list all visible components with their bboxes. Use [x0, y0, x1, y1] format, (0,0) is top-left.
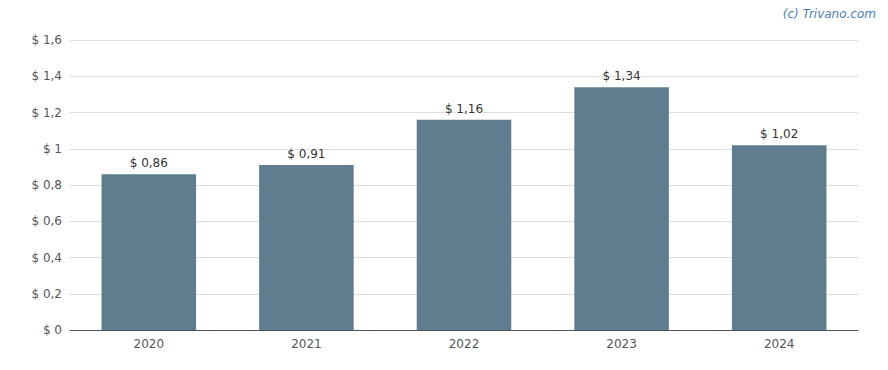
svg-text:$ 1,02: $ 1,02	[760, 127, 798, 141]
svg-text:$ 1,2: $ 1,2	[31, 106, 62, 120]
svg-text:$ 0,2: $ 0,2	[31, 287, 62, 301]
svg-text:2020: 2020	[134, 337, 165, 351]
svg-text:2023: 2023	[606, 337, 637, 351]
svg-text:$ 1,16: $ 1,16	[445, 102, 483, 116]
svg-text:$ 0: $ 0	[43, 323, 62, 337]
svg-text:$ 1,4: $ 1,4	[31, 69, 62, 83]
svg-text:$ 1,6: $ 1,6	[31, 33, 62, 47]
svg-text:$ 0,86: $ 0,86	[130, 156, 168, 170]
svg-text:2022: 2022	[449, 337, 480, 351]
svg-text:(c) Trivano.com: (c) Trivano.com	[783, 7, 876, 21]
svg-text:2024: 2024	[764, 337, 795, 351]
svg-text:$ 1: $ 1	[43, 142, 62, 156]
svg-text:$ 0,91: $ 0,91	[287, 147, 325, 161]
svg-text:$ 0,8: $ 0,8	[31, 178, 62, 192]
svg-text:2021: 2021	[291, 337, 322, 351]
svg-text:$ 0,4: $ 0,4	[31, 251, 62, 265]
svg-text:$ 0,6: $ 0,6	[31, 214, 62, 228]
svg-text:$ 1,34: $ 1,34	[603, 69, 641, 83]
